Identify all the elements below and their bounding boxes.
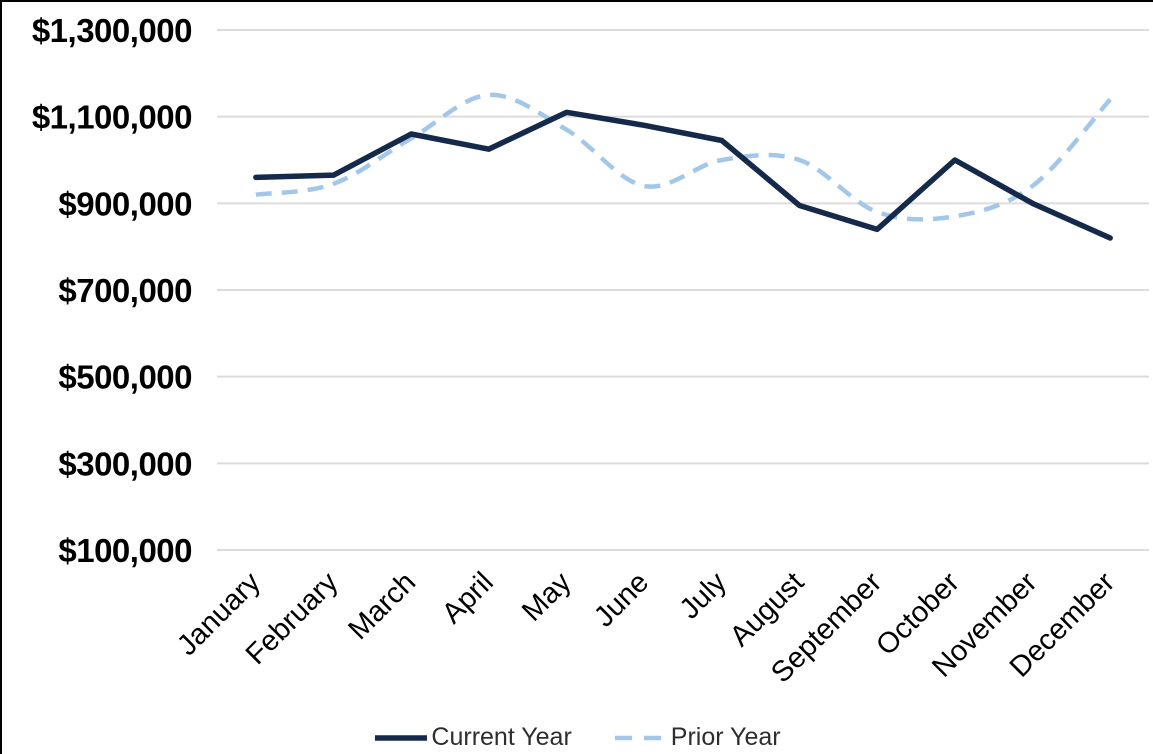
legend-item-current-year[interactable]: Current Year [374, 723, 572, 751]
x-tick-label: June [588, 566, 655, 633]
current-year-swatch-line-icon [375, 734, 428, 741]
legend-label-prior-year: Prior Year [670, 723, 781, 751]
x-tick-label: March [343, 566, 423, 646]
prior-year-line-swatch-icon [614, 733, 668, 743]
x-tick-label: April [436, 566, 500, 630]
x-tick-label: July [674, 566, 733, 625]
y-tick-label: $1,300,000 [32, 12, 192, 49]
y-tick-label: $500,000 [58, 359, 192, 396]
series-line-current-year[interactable] [253, 109, 1113, 241]
legend-label-current-year: Current Year [431, 723, 572, 751]
current-year-line-swatch-icon [374, 733, 428, 743]
legend-item-prior-year[interactable]: Prior Year [614, 725, 781, 750]
y-tick-label: $1,100,000 [32, 99, 192, 136]
y-tick-label: $300,000 [58, 445, 192, 482]
x-tick-label: May [516, 566, 578, 628]
y-tick-label: $700,000 [58, 272, 192, 309]
y-tick-label: $900,000 [58, 185, 192, 222]
prior-year-swatch-line-icon [614, 735, 667, 740]
y-tick-label: $100,000 [58, 532, 192, 569]
chart-legend: Current Year Prior Year [2, 725, 1153, 750]
series-line-prior-year[interactable] [255, 92, 1112, 222]
